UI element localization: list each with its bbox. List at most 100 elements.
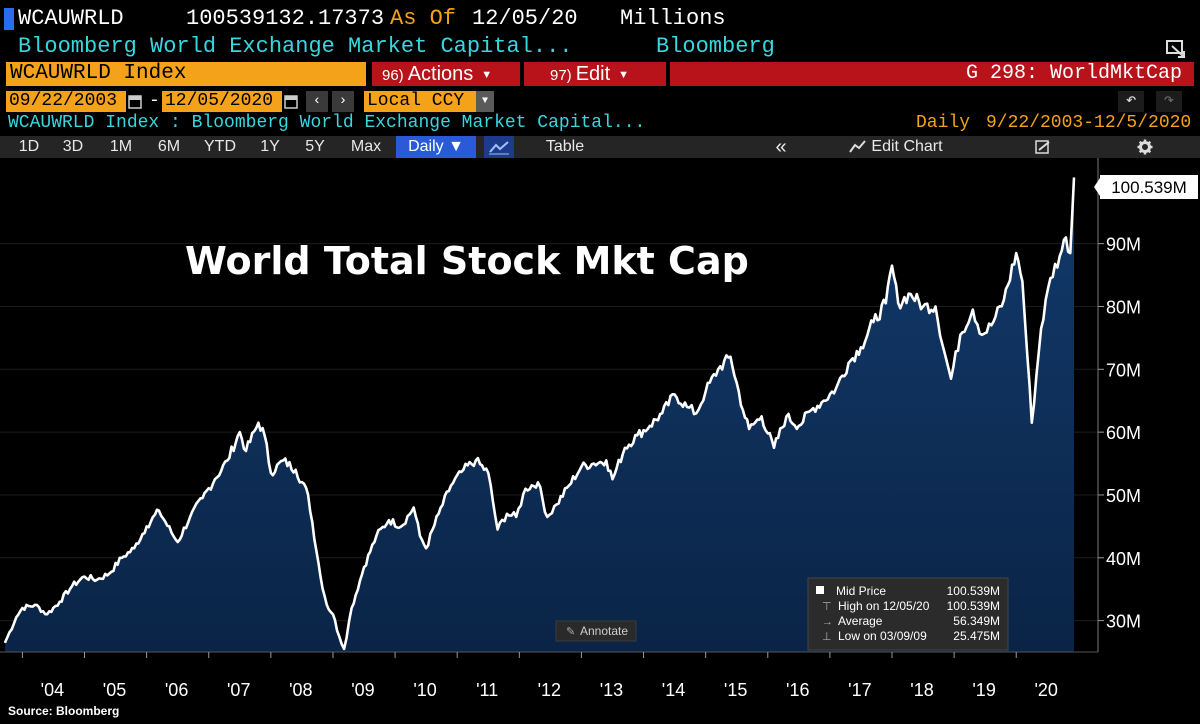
actions-number: 96): [382, 67, 404, 84]
undo-icon[interactable]: ↶: [1118, 91, 1144, 112]
data-point: [773, 447, 775, 449]
currency-select[interactable]: Local CCY: [364, 91, 476, 112]
popout-icon[interactable]: [1164, 38, 1188, 60]
edit-chart-label: Edit Chart: [871, 138, 943, 155]
annotate-button[interactable]: ✎ Annotate: [555, 620, 637, 642]
data-point: [934, 305, 937, 308]
end-date-field[interactable]: 12/05/2020: [162, 91, 282, 112]
data-point: [462, 469, 465, 471]
x-tick-label: '16: [786, 680, 809, 700]
data-point: [326, 604, 328, 606]
data-point: [605, 459, 607, 461]
date-range-bar: 09/22/2003 - 12/05/2020 ‹ › Local CCY ▼ …: [0, 91, 1200, 113]
x-tick-label: '08: [289, 680, 312, 700]
price-chart[interactable]: 30M 40M 50M 60M 70M 80M 90M '04 '05 '06 '07 '08 '09…: [0, 158, 1200, 702]
caret-down-icon: ▼: [618, 68, 630, 81]
chart-id: G 298: WorldMktCap: [670, 62, 1194, 86]
data-point: [717, 368, 719, 370]
frequency-dropdown[interactable]: Daily ▼: [396, 136, 476, 158]
y-tick-label: 90M: [1106, 235, 1141, 255]
table-button[interactable]: Table: [545, 138, 585, 155]
data-point: [1015, 252, 1017, 254]
x-tick-label: '13: [600, 680, 623, 700]
data-point: [487, 472, 489, 474]
edit-chart-button[interactable]: Edit Chart: [836, 136, 956, 158]
data-point: [847, 362, 850, 364]
data-point: [810, 409, 812, 411]
data-point: [835, 387, 837, 389]
start-date-field[interactable]: 09/22/2003: [6, 91, 126, 112]
data-point: [649, 425, 651, 427]
period-1y-button[interactable]: 1Y: [260, 138, 280, 155]
legend-swatch: [816, 586, 824, 594]
settings-gear-icon[interactable]: [1132, 136, 1158, 158]
data-point: [83, 576, 86, 578]
actions-label: Actions: [407, 63, 474, 85]
data-point: [189, 516, 191, 518]
y-tick-label: 30M: [1106, 612, 1141, 632]
period-max-button[interactable]: Max: [350, 138, 382, 155]
calendar-icon[interactable]: [128, 93, 142, 109]
actions-menu[interactable]: 96) Actions ▼: [372, 62, 520, 86]
security-desc: WCAUWRLD Index : Bloomberg World Exchang…: [8, 113, 646, 133]
data-point: [332, 613, 334, 615]
x-tick-label: '18: [910, 680, 933, 700]
data-point: [823, 400, 825, 402]
calendar-icon[interactable]: [284, 93, 298, 109]
data-point: [71, 585, 73, 587]
line-chart-icon[interactable]: [484, 136, 514, 158]
x-tick-label: '07: [227, 680, 250, 700]
data-point: [959, 334, 961, 336]
caret-down-icon: ▼: [481, 68, 493, 81]
period-3d-button[interactable]: 3D: [62, 138, 84, 155]
data-point: [981, 334, 983, 336]
redo-icon[interactable]: ↷: [1156, 91, 1182, 112]
collapse-icon[interactable]: «: [775, 136, 787, 158]
pencil-icon[interactable]: [1030, 136, 1056, 158]
command-cursor[interactable]: [4, 8, 14, 30]
edit-number: 97): [550, 67, 572, 84]
data-point: [96, 579, 98, 581]
edit-menu[interactable]: 97) Edit ▼: [524, 62, 666, 86]
data-point: [950, 378, 952, 380]
data-point: [798, 425, 800, 427]
data-point: [885, 302, 887, 304]
data-point: [593, 462, 595, 465]
period-5y-button[interactable]: 5Y: [305, 138, 325, 155]
data-point: [264, 434, 266, 436]
period-1m-button[interactable]: 1M: [109, 138, 133, 155]
data-point: [636, 434, 638, 436]
legend-mid-value: 100.539M: [947, 584, 1000, 598]
data-point: [338, 635, 340, 637]
legend-box: Mid Price 100.539M ⊤ High on 12/05/20 10…: [807, 577, 1009, 651]
series-points: [4, 177, 1075, 650]
data-point: [201, 497, 204, 499]
low-marker-icon: ⊥: [822, 631, 832, 643]
period-1d-button[interactable]: 1D: [18, 138, 40, 155]
data-point: [611, 478, 614, 480]
previous-period-button[interactable]: ‹: [306, 91, 328, 112]
data-point: [1003, 299, 1005, 301]
data-point: [450, 484, 452, 487]
data-point: [695, 412, 697, 414]
date-range-label: 9/22/2003-12/5/2020: [986, 113, 1192, 133]
high-marker-icon: ⊤: [822, 601, 832, 613]
security-field[interactable]: WCAUWRLD Index: [6, 62, 366, 86]
y-tick-label: 50M: [1106, 486, 1141, 506]
y-tick-label: 40M: [1106, 549, 1141, 569]
y-axis-ticks: 30M 40M 50M 60M 70M 80M 90M: [1098, 235, 1141, 632]
data-point: [661, 412, 663, 414]
last-value: 100539132.17373: [186, 6, 385, 31]
data-point: [891, 265, 893, 267]
data-point: [972, 309, 974, 311]
next-period-button[interactable]: ›: [332, 91, 354, 112]
period-6m-button[interactable]: 6M: [157, 138, 181, 155]
data-point: [15, 616, 17, 619]
data-point: [4, 641, 6, 644]
x-tick-label: '12: [538, 680, 561, 700]
currency-dropdown-icon[interactable]: ▼: [476, 91, 494, 112]
period-ytd-button[interactable]: YTD: [204, 138, 236, 155]
data-point: [1069, 252, 1071, 254]
data-point: [413, 506, 415, 509]
data-point: [729, 356, 732, 358]
